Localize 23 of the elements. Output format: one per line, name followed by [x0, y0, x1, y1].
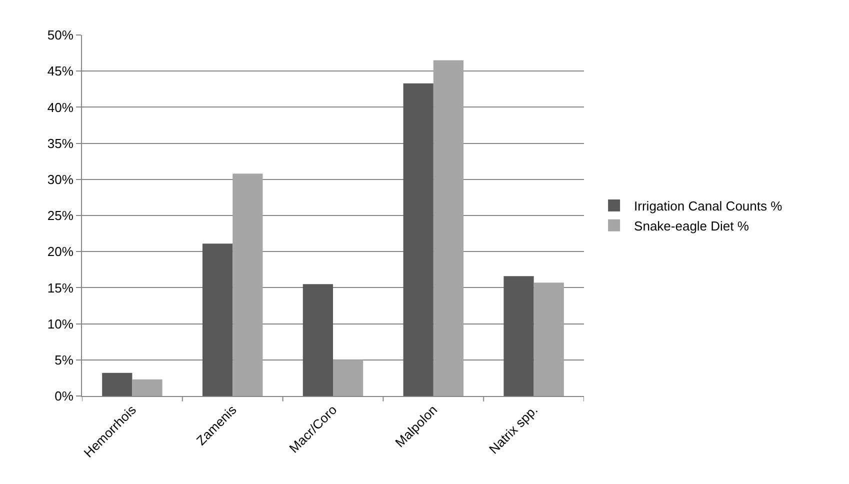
bar: [433, 60, 464, 396]
y-tick-label: 40%: [47, 100, 74, 115]
y-tick-label: 50%: [47, 28, 74, 43]
legend-label: Irrigation Canal Counts %: [634, 198, 783, 214]
bar: [102, 372, 132, 396]
y-tick-label: 30%: [47, 172, 74, 187]
bar: [232, 174, 263, 396]
y-tick-label: 35%: [47, 136, 74, 151]
bar: [504, 276, 534, 396]
bar: [132, 379, 162, 396]
y-tick-label: 10%: [47, 316, 74, 332]
y-tick-label: 25%: [47, 208, 74, 224]
y-tick-label: 45%: [47, 64, 74, 79]
bar: [403, 83, 434, 396]
y-tick-label: 15%: [47, 280, 74, 296]
y-tick-label: 20%: [47, 244, 74, 260]
bar: [302, 284, 333, 396]
bar: [534, 282, 564, 396]
y-tick-label: 5%: [54, 352, 74, 368]
bar: [202, 244, 233, 396]
legend-label: Snake-eagle Diet %: [634, 218, 750, 234]
bar: [333, 360, 364, 396]
y-tick-label: 0%: [54, 388, 74, 404]
